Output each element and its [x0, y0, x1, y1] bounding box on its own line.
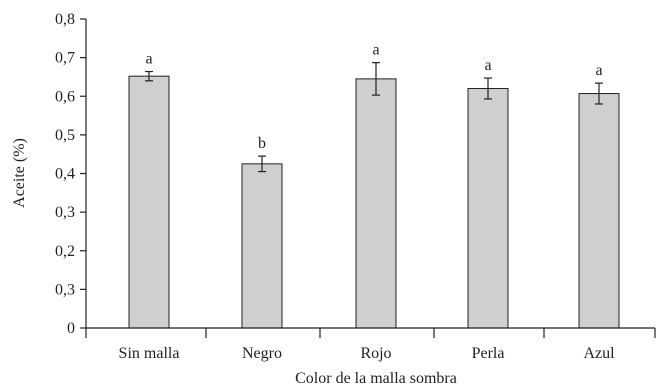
significance-letters-layer: a b a a a: [145, 42, 602, 152]
x-category-label: Sin malla: [119, 345, 180, 362]
x-category-label: Rojo: [360, 345, 391, 362]
x-category-label: Negro: [242, 345, 282, 362]
significance-letter: a: [595, 62, 602, 79]
y-tick-label: 0,3: [55, 204, 75, 221]
error-bars-layer: [145, 62, 603, 173]
significance-letter: a: [145, 51, 152, 68]
bar: [578, 93, 620, 329]
bar: [241, 163, 283, 329]
bar: [128, 75, 170, 329]
bar: [355, 78, 397, 329]
significance-letter: a: [484, 57, 491, 74]
x-axis-title: Color de la malla sombra: [295, 370, 457, 387]
y-tick-label: 0,7: [55, 50, 75, 67]
significance-letter: a: [372, 42, 379, 59]
y-tick-label: 0,5: [55, 127, 75, 144]
axes-layer: [85, 19, 655, 338]
y-axis-title: Aceite (%): [11, 138, 28, 208]
y-tick-label: 0,8: [55, 11, 75, 28]
y-tick-label: 0: [67, 320, 75, 337]
significance-letter: b: [258, 135, 266, 152]
x-category-label: Azul: [583, 345, 615, 362]
bar: [467, 88, 509, 329]
y-ticks-layer: 0 0,3 0,2 0,3 0,4 0,5 0,6 0,7 0,8: [55, 11, 86, 337]
x-ticks-layer: Sin malla Negro Rojo Perla Azul: [119, 328, 656, 362]
x-category-label: Perla: [472, 345, 505, 362]
y-tick-label: 0,2: [55, 243, 75, 260]
bars-layer: [128, 75, 620, 329]
y-tick-label: 0,3: [55, 281, 75, 298]
y-tick-label: 0,4: [55, 166, 75, 183]
y-tick-label: 0,6: [55, 88, 75, 105]
